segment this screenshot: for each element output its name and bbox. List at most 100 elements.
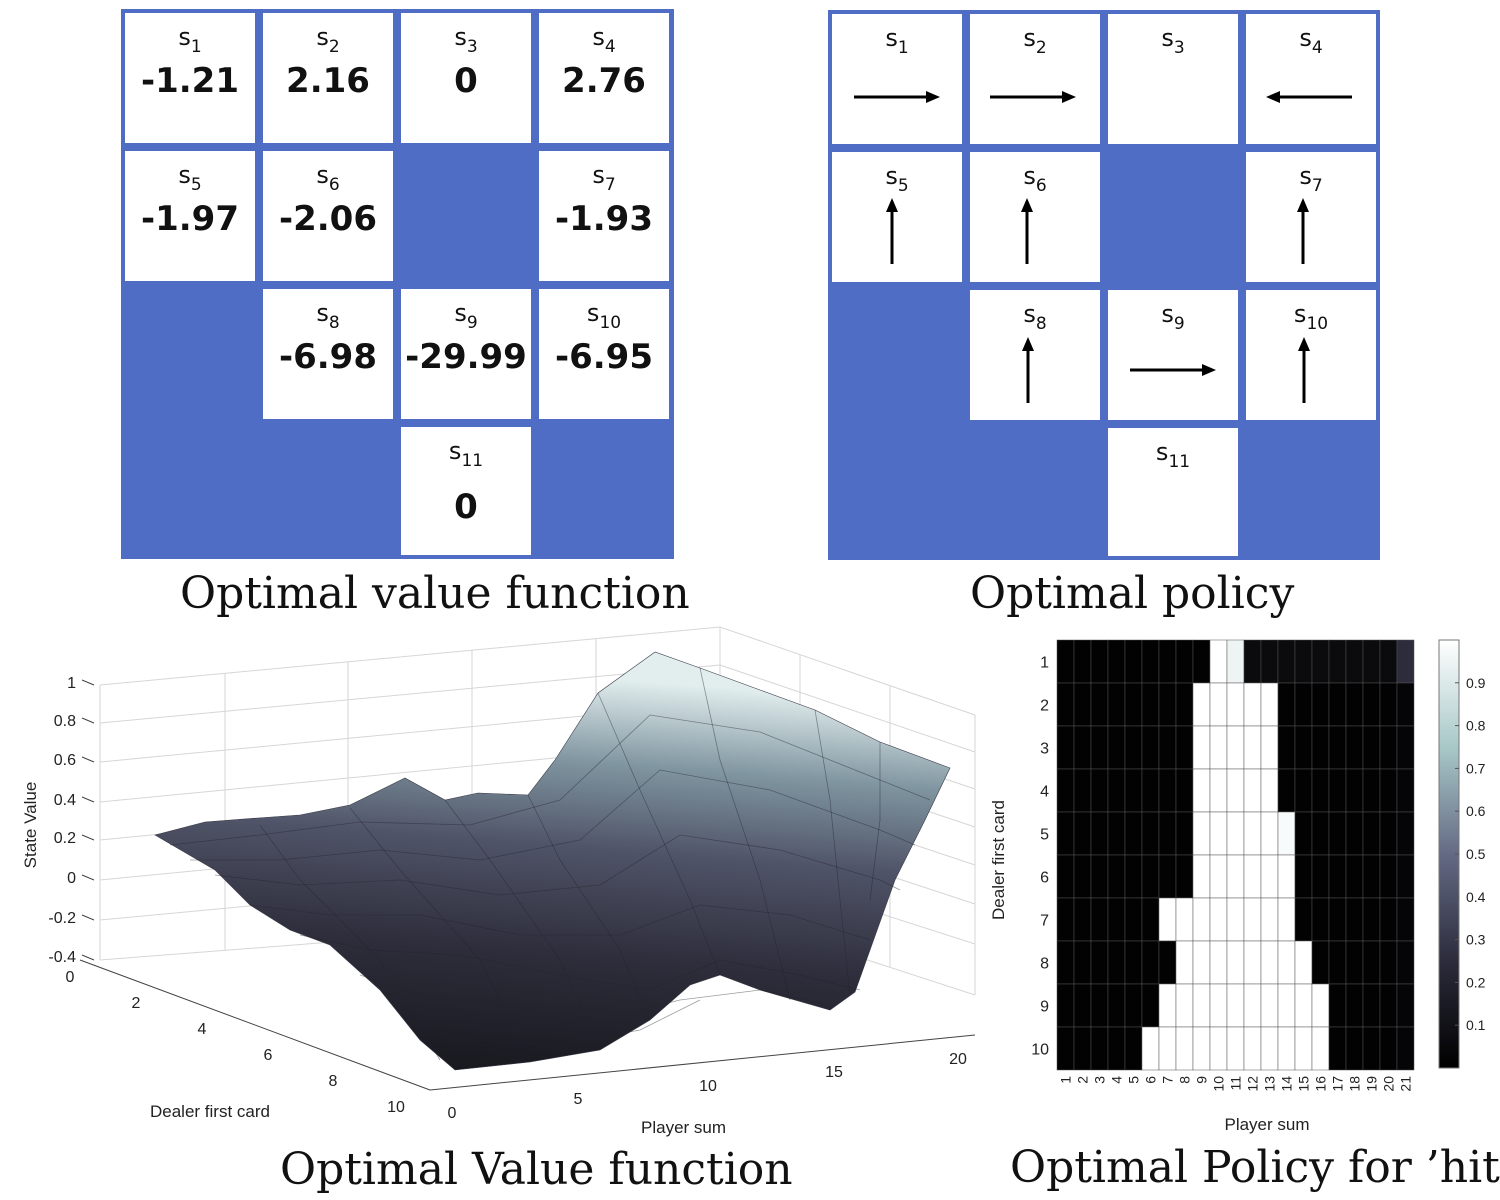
heatmap-cell xyxy=(1107,940,1126,985)
heatmap-cell xyxy=(1226,983,1245,1028)
heatmap-x-tick: 18 xyxy=(1347,1076,1363,1092)
heatmap-cell xyxy=(1107,639,1126,684)
heatmap-cell xyxy=(1124,983,1143,1028)
value-surface xyxy=(154,651,951,1071)
colorbar-tick-label: 0.6 xyxy=(1466,803,1486,819)
heatmap-cell xyxy=(1226,682,1245,727)
heatmap-cell xyxy=(1192,1026,1211,1071)
heatmap-cell xyxy=(1396,1026,1415,1071)
heatmap-cell xyxy=(1209,940,1228,985)
heatmap-cell xyxy=(1192,682,1211,727)
state-label: s5 xyxy=(178,161,202,195)
heatmap-cell xyxy=(1362,940,1381,985)
dealer-tick-label: 4 xyxy=(198,1021,207,1038)
heatmap-cell xyxy=(1294,854,1313,899)
player-tick-label: 15 xyxy=(825,1064,843,1081)
heatmap-y-tick: 9 xyxy=(1040,999,1049,1016)
heatmap-cell xyxy=(1209,768,1228,813)
value-cell: s7 -1.93 xyxy=(539,151,669,281)
value-grid-caption: Optimal value function xyxy=(180,568,690,619)
value-cell: s3 0 xyxy=(401,13,531,143)
heatmap-cell xyxy=(1345,897,1364,942)
heatmap-cell xyxy=(1311,725,1330,770)
z-tick-label: 0.2 xyxy=(54,830,76,847)
heatmap-cell xyxy=(1379,768,1398,813)
heatmap-cell xyxy=(1277,682,1296,727)
heatmap-cell xyxy=(1294,983,1313,1028)
policy-cell: s11 xyxy=(1108,428,1238,556)
heatmap-cell xyxy=(1396,854,1415,899)
state-value: 2.76 xyxy=(562,61,646,101)
heatmap-cell xyxy=(1090,854,1109,899)
heatmap-cell xyxy=(1277,725,1296,770)
heatmap-x-tick: 13 xyxy=(1262,1076,1278,1092)
policy-grid: s1 s2 s3 s4 s5 s6 s7 s8 s9 s10 s11 xyxy=(828,10,1380,560)
heatmap-cell xyxy=(1226,1026,1245,1071)
heatmap-cell xyxy=(1345,725,1364,770)
heatmap-cell xyxy=(1328,983,1347,1028)
state-label: s2 xyxy=(1023,24,1047,58)
heatmap-cell xyxy=(1073,768,1092,813)
heatmap-cell xyxy=(1090,768,1109,813)
heatmap-cell xyxy=(1226,768,1245,813)
heatmap-cell xyxy=(1396,768,1415,813)
heatmap-cell xyxy=(1260,897,1279,942)
heatmap-x-tick: 12 xyxy=(1245,1076,1261,1092)
heatmap-cell xyxy=(1192,854,1211,899)
z-tick-label: 1 xyxy=(67,675,76,692)
heatmap-x-tick: 11 xyxy=(1228,1076,1244,1091)
heatmap-cell xyxy=(1073,1026,1092,1071)
heatmap-cell xyxy=(1328,897,1347,942)
heatmap-cell xyxy=(1362,854,1381,899)
heatmap-cell xyxy=(1158,768,1177,813)
heatmap-cell xyxy=(1277,897,1296,942)
z-tick-label: -0.4 xyxy=(48,949,76,966)
heatmap-cell xyxy=(1243,725,1262,770)
heatmap-cell xyxy=(1311,983,1330,1028)
z-tick-label: -0.2 xyxy=(48,910,76,927)
player-axis-label: Player sum xyxy=(641,1118,726,1137)
state-label: s9 xyxy=(1161,300,1185,334)
heatmap-cell xyxy=(1141,1026,1160,1071)
heatmap-y-tick: 3 xyxy=(1040,741,1049,758)
heatmap-cell xyxy=(1175,768,1194,813)
heatmap-cell xyxy=(1277,940,1296,985)
heatmap-cell xyxy=(1260,1026,1279,1071)
dealer-axis-label: Dealer first card xyxy=(150,1102,270,1121)
heatmap-cell xyxy=(1277,983,1296,1028)
heatmap-cell xyxy=(1277,854,1296,899)
heatmap-cell xyxy=(1056,768,1075,813)
heatmap-cell xyxy=(1260,725,1279,770)
heatmap-cell xyxy=(1090,639,1109,684)
colorbar-tick-label: 0.7 xyxy=(1466,760,1486,776)
heatmap-cell xyxy=(1124,897,1143,942)
heatmap-cell xyxy=(1175,725,1194,770)
heatmap-x-tick: 1 xyxy=(1058,1076,1074,1084)
heatmap-cell xyxy=(1260,854,1279,899)
heatmap-cell xyxy=(1328,725,1347,770)
value-cell: s6 -2.06 xyxy=(263,151,393,281)
heatmap-cell xyxy=(1243,768,1262,813)
heatmap-cell xyxy=(1107,725,1126,770)
heatmap-cell xyxy=(1192,725,1211,770)
heatmap-x-tick: 9 xyxy=(1194,1076,1210,1084)
state-value: -6.95 xyxy=(555,337,653,377)
heatmap-cell xyxy=(1379,983,1398,1028)
heatmap-cell xyxy=(1090,983,1109,1028)
heatmap-cell xyxy=(1294,811,1313,856)
heatmap-cell xyxy=(1362,682,1381,727)
heatmap-cell xyxy=(1328,940,1347,985)
value-cell: s8 -6.98 xyxy=(263,289,393,419)
heatmap-cell xyxy=(1243,1026,1262,1071)
heatmap-cell xyxy=(1294,768,1313,813)
heatmap-cell xyxy=(1107,983,1126,1028)
colorbar-tick-label: 0.5 xyxy=(1466,846,1486,862)
state-label: s2 xyxy=(316,23,340,57)
heatmap-cell xyxy=(1209,725,1228,770)
state-label: s3 xyxy=(454,23,478,57)
colorbar-tick-label: 0.3 xyxy=(1466,932,1486,948)
heatmap-cell xyxy=(1141,768,1160,813)
heatmap-cell xyxy=(1345,1026,1364,1071)
value-cell: s1 -1.21 xyxy=(125,13,255,143)
heatmap-x-tick: 4 xyxy=(1109,1076,1125,1084)
